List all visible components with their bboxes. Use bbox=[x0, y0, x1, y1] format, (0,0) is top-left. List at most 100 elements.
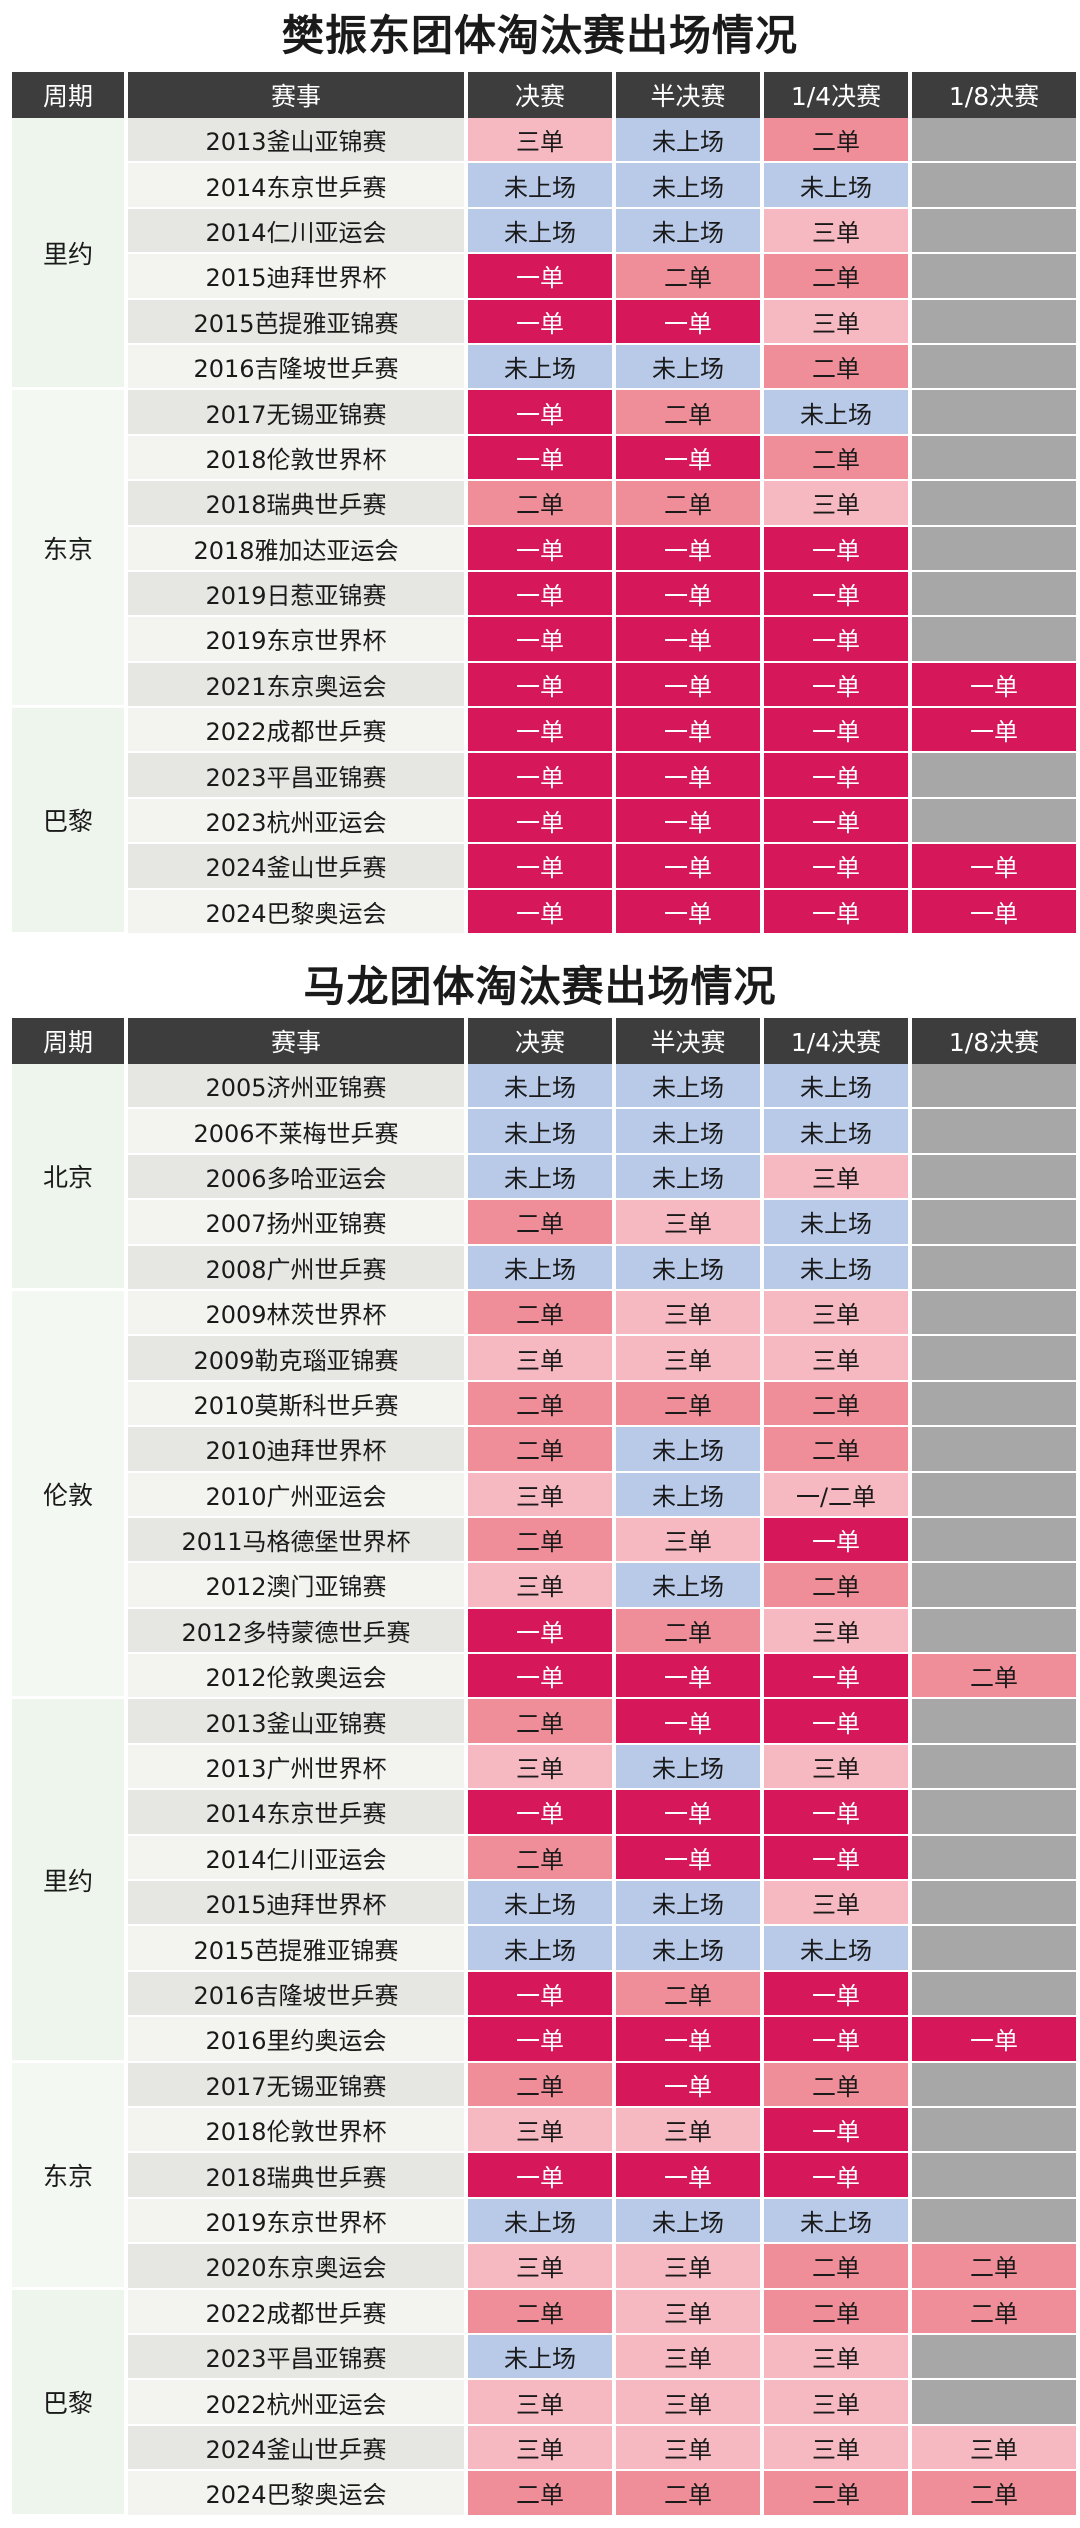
event-name: 2014东京世乒赛 bbox=[128, 163, 464, 209]
status-cell: 未上场 bbox=[764, 390, 908, 436]
header-quarterfinal: 1/4决赛 bbox=[764, 1018, 908, 1064]
status-cell: 未上场 bbox=[468, 208, 612, 255]
status-cell bbox=[912, 1427, 1076, 1473]
event-name: 2023杭州亚运会 bbox=[128, 798, 464, 845]
event-name: 2006多哈亚运会 bbox=[128, 1154, 464, 1201]
status-cell: 三单 bbox=[764, 1608, 908, 1655]
status-cell: 一单 bbox=[468, 2017, 612, 2063]
event-name: 2022成都世乒赛 bbox=[128, 2289, 464, 2335]
status-cell: 三单 bbox=[912, 2425, 1076, 2472]
status-cell: 三单 bbox=[764, 1336, 908, 1382]
event-name: 2007扬州亚锦赛 bbox=[128, 1200, 464, 1246]
status-cell: 一单 bbox=[468, 889, 612, 936]
status-cell: 二单 bbox=[468, 1835, 612, 1882]
event-name: 2018雅加达亚运会 bbox=[128, 526, 464, 572]
status-cell: 三单 bbox=[468, 1744, 612, 1791]
status-cell: 一单 bbox=[468, 1971, 612, 2018]
status-cell: 一单 bbox=[764, 798, 908, 845]
status-cell bbox=[912, 1290, 1076, 1337]
status-cell bbox=[912, 571, 1076, 618]
status-cell: 二单 bbox=[764, 1381, 908, 1428]
status-cell: 二单 bbox=[764, 1427, 908, 1473]
status-cell: 一单 bbox=[764, 1517, 908, 1564]
event-name: 2016吉隆坡世乒赛 bbox=[128, 344, 464, 391]
event-name: 2023平昌亚锦赛 bbox=[128, 2334, 464, 2381]
status-cell: 一单 bbox=[616, 617, 760, 663]
status-cell: 二单 bbox=[468, 1699, 612, 1745]
status-cell: 一单 bbox=[764, 1699, 908, 1745]
status-cell: 一单 bbox=[468, 2153, 612, 2199]
status-cell: 三单 bbox=[764, 208, 908, 255]
status-cell: 一单 bbox=[468, 1608, 612, 1655]
status-cell: 未上场 bbox=[468, 1245, 612, 1291]
status-cell: 一单 bbox=[764, 1835, 908, 1882]
status-cell: 二单 bbox=[468, 1200, 612, 1246]
event-name: 2018伦敦世界杯 bbox=[128, 2107, 464, 2154]
status-cell: 一单 bbox=[764, 662, 908, 709]
status-cell: 二单 bbox=[764, 118, 908, 164]
status-cell bbox=[912, 1835, 1076, 1882]
status-cell: 未上场 bbox=[616, 1563, 760, 1609]
event-name: 2024釜山世乒赛 bbox=[128, 2425, 464, 2472]
status-cell bbox=[912, 2107, 1076, 2154]
status-cell: 未上场 bbox=[468, 1109, 612, 1155]
event-name: 2015芭提雅亚锦赛 bbox=[128, 299, 464, 345]
status-cell: 二单 bbox=[468, 1427, 612, 1473]
period-label: 东京 bbox=[12, 390, 124, 709]
event-name: 2019日惹亚锦赛 bbox=[128, 571, 464, 618]
event-name: 2010迪拜世界杯 bbox=[128, 1427, 464, 1473]
status-cell: 一单 bbox=[468, 617, 612, 663]
status-cell: 三单 bbox=[616, 2289, 760, 2335]
status-cell: 一单 bbox=[616, 526, 760, 572]
status-cell: 未上场 bbox=[616, 118, 760, 164]
status-cell bbox=[912, 1245, 1076, 1291]
status-cell bbox=[912, 1926, 1076, 1972]
event-name: 2010广州亚运会 bbox=[128, 1472, 464, 1518]
event-name: 2019东京世界杯 bbox=[128, 2198, 464, 2245]
status-cell: 三单 bbox=[468, 2107, 612, 2154]
status-cell: 二单 bbox=[764, 344, 908, 391]
status-cell bbox=[912, 526, 1076, 572]
status-cell: 一单 bbox=[616, 1699, 760, 1745]
status-cell: 未上场 bbox=[468, 2198, 612, 2245]
status-cell: 未上场 bbox=[616, 1427, 760, 1473]
status-cell: 三单 bbox=[468, 1336, 612, 1382]
status-cell: 一单 bbox=[764, 2107, 908, 2154]
status-cell: 未上场 bbox=[468, 1064, 612, 1110]
event-name: 2021东京奥运会 bbox=[128, 662, 464, 709]
status-cell bbox=[912, 1154, 1076, 1201]
status-cell: 三单 bbox=[468, 2425, 612, 2472]
status-cell bbox=[912, 2153, 1076, 2199]
period-label: 巴黎 bbox=[12, 708, 124, 936]
table-grid: 周期 赛事 决赛 半决赛 1/4决赛 1/8决赛 里约 2013釜山亚锦赛 三单 未上场 二单 201… bbox=[0, 72, 1080, 936]
status-cell: 未上场 bbox=[468, 344, 612, 391]
status-cell: 一单 bbox=[764, 2153, 908, 2199]
status-cell: 未上场 bbox=[764, 2198, 908, 2245]
event-name: 2024釜山世乒赛 bbox=[128, 844, 464, 890]
status-cell: 三单 bbox=[764, 1290, 908, 1337]
status-cell: 三单 bbox=[616, 2334, 760, 2381]
status-cell: 二单 bbox=[764, 2471, 908, 2517]
header-final: 决赛 bbox=[468, 72, 612, 118]
event-name: 2006不莱梅世乒赛 bbox=[128, 1109, 464, 1155]
status-cell: 未上场 bbox=[616, 1064, 760, 1110]
status-cell bbox=[912, 435, 1076, 482]
event-name: 2009勒克瑙亚锦赛 bbox=[128, 1336, 464, 1382]
status-cell: 二单 bbox=[912, 2471, 1076, 2517]
status-cell: 一单 bbox=[764, 1790, 908, 1836]
event-name: 2014仁川亚运会 bbox=[128, 1835, 464, 1882]
status-cell: 未上场 bbox=[616, 1245, 760, 1291]
status-cell: 二单 bbox=[468, 481, 612, 527]
event-name: 2013釜山亚锦赛 bbox=[128, 118, 464, 164]
status-cell: 一单 bbox=[468, 844, 612, 890]
event-name: 2020东京奥运会 bbox=[128, 2244, 464, 2290]
status-cell: 未上场 bbox=[468, 1926, 612, 1972]
status-cell: 二单 bbox=[468, 2062, 612, 2108]
status-cell: 一单 bbox=[764, 753, 908, 799]
event-name: 2010莫斯科世乒赛 bbox=[128, 1381, 464, 1428]
status-cell: 未上场 bbox=[616, 1744, 760, 1791]
event-name: 2016里约奥运会 bbox=[128, 2017, 464, 2063]
period-label: 东京 bbox=[12, 2062, 124, 2290]
status-cell bbox=[912, 1881, 1076, 1927]
status-cell: 三单 bbox=[764, 2334, 908, 2381]
